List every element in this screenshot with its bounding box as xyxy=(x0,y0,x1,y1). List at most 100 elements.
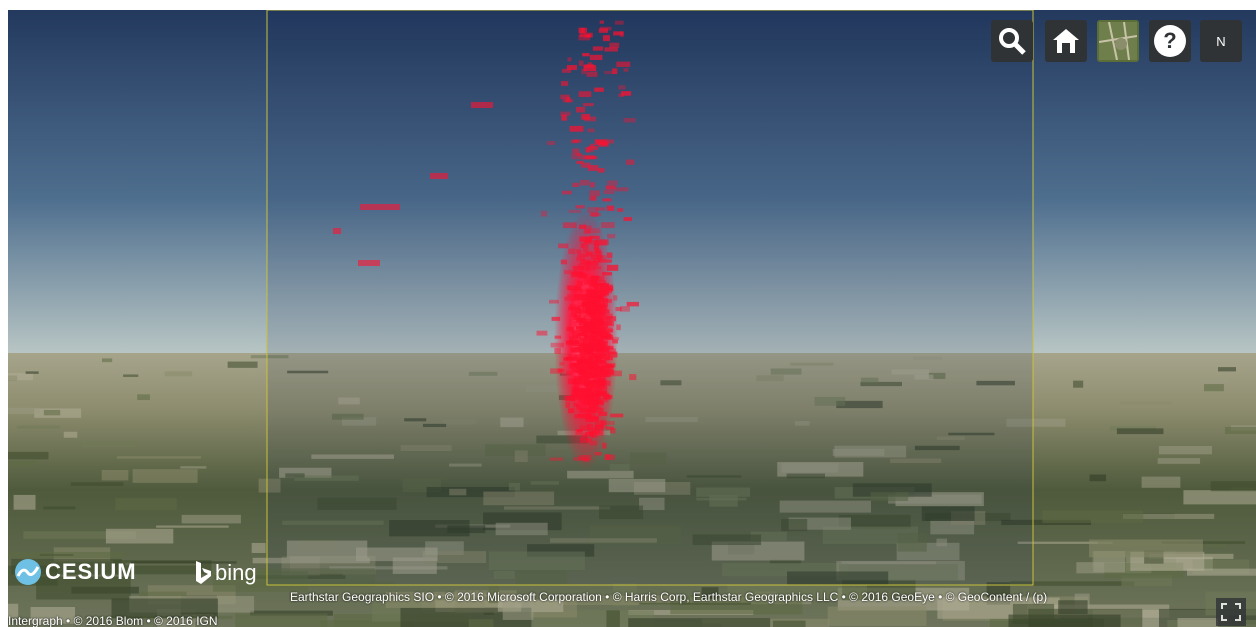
sky xyxy=(8,10,1256,355)
point xyxy=(581,113,591,120)
point xyxy=(560,94,570,100)
point xyxy=(587,351,594,355)
help-button[interactable]: ? xyxy=(1149,20,1191,62)
point xyxy=(593,318,604,323)
point xyxy=(574,375,582,381)
field xyxy=(311,454,394,459)
point xyxy=(591,297,603,302)
point xyxy=(588,380,601,385)
point xyxy=(570,288,584,294)
field xyxy=(426,486,515,498)
point xyxy=(572,139,582,143)
field xyxy=(1089,474,1107,482)
point xyxy=(583,330,597,335)
point xyxy=(593,315,601,319)
point xyxy=(587,287,592,294)
point xyxy=(574,346,582,350)
point xyxy=(601,421,607,428)
field xyxy=(43,506,76,510)
field xyxy=(105,528,174,544)
point xyxy=(546,141,556,146)
field xyxy=(1224,426,1256,434)
field xyxy=(515,567,568,585)
field xyxy=(30,606,76,624)
point xyxy=(583,281,589,285)
point xyxy=(588,389,602,394)
point xyxy=(579,356,592,362)
help-text: ? xyxy=(1154,25,1186,57)
field xyxy=(1186,568,1256,576)
search-button[interactable] xyxy=(991,20,1033,62)
point xyxy=(593,266,602,270)
north-button[interactable]: N xyxy=(1200,20,1242,62)
point xyxy=(567,57,572,62)
field xyxy=(890,458,942,464)
point xyxy=(575,205,585,209)
point xyxy=(573,391,583,396)
point xyxy=(583,65,597,72)
point xyxy=(586,71,598,77)
field xyxy=(888,494,982,504)
point xyxy=(573,321,584,327)
point xyxy=(599,20,604,24)
point xyxy=(584,343,599,350)
point xyxy=(594,406,602,411)
point xyxy=(584,321,593,325)
point xyxy=(587,311,593,316)
point xyxy=(609,42,620,48)
point xyxy=(581,298,590,303)
point xyxy=(602,364,613,370)
point xyxy=(589,143,595,148)
point xyxy=(333,228,341,234)
point xyxy=(578,60,584,66)
field xyxy=(156,525,229,528)
field xyxy=(101,469,129,481)
point xyxy=(587,146,599,150)
point xyxy=(582,432,588,437)
cesium-viewer[interactable]: ? N CESIUM bing Earthstar Geographics SI… xyxy=(8,10,1256,627)
field xyxy=(860,381,902,387)
point xyxy=(590,407,604,413)
point xyxy=(594,247,600,254)
point xyxy=(597,141,609,147)
point xyxy=(592,305,606,310)
field xyxy=(164,371,193,377)
fullscreen-button[interactable] xyxy=(1216,598,1246,626)
point xyxy=(599,345,611,350)
point xyxy=(575,365,585,369)
field xyxy=(483,491,555,506)
point xyxy=(579,289,590,295)
point xyxy=(588,324,600,331)
point xyxy=(590,212,599,218)
field xyxy=(8,451,49,460)
field xyxy=(404,418,427,422)
point xyxy=(572,265,585,270)
point xyxy=(570,347,579,353)
point xyxy=(595,305,608,311)
scene xyxy=(8,10,1256,627)
cesium-logo[interactable]: CESIUM xyxy=(14,558,137,586)
point xyxy=(603,354,610,360)
point xyxy=(578,398,585,404)
point xyxy=(596,360,607,364)
point xyxy=(589,385,604,391)
field xyxy=(628,618,771,627)
point xyxy=(596,280,607,286)
field xyxy=(1183,490,1256,505)
point xyxy=(585,307,592,314)
bing-logo[interactable]: bing xyxy=(193,560,257,586)
point xyxy=(594,451,602,456)
field xyxy=(63,431,78,438)
field xyxy=(608,478,666,493)
point xyxy=(581,390,587,396)
point xyxy=(576,256,585,261)
point xyxy=(585,260,599,266)
home-button[interactable] xyxy=(1045,20,1087,62)
field xyxy=(645,417,698,422)
point xyxy=(588,330,598,337)
point xyxy=(617,208,624,212)
point xyxy=(589,308,595,315)
field xyxy=(43,409,61,416)
field xyxy=(701,587,719,600)
base-layer-picker[interactable] xyxy=(1097,20,1139,62)
